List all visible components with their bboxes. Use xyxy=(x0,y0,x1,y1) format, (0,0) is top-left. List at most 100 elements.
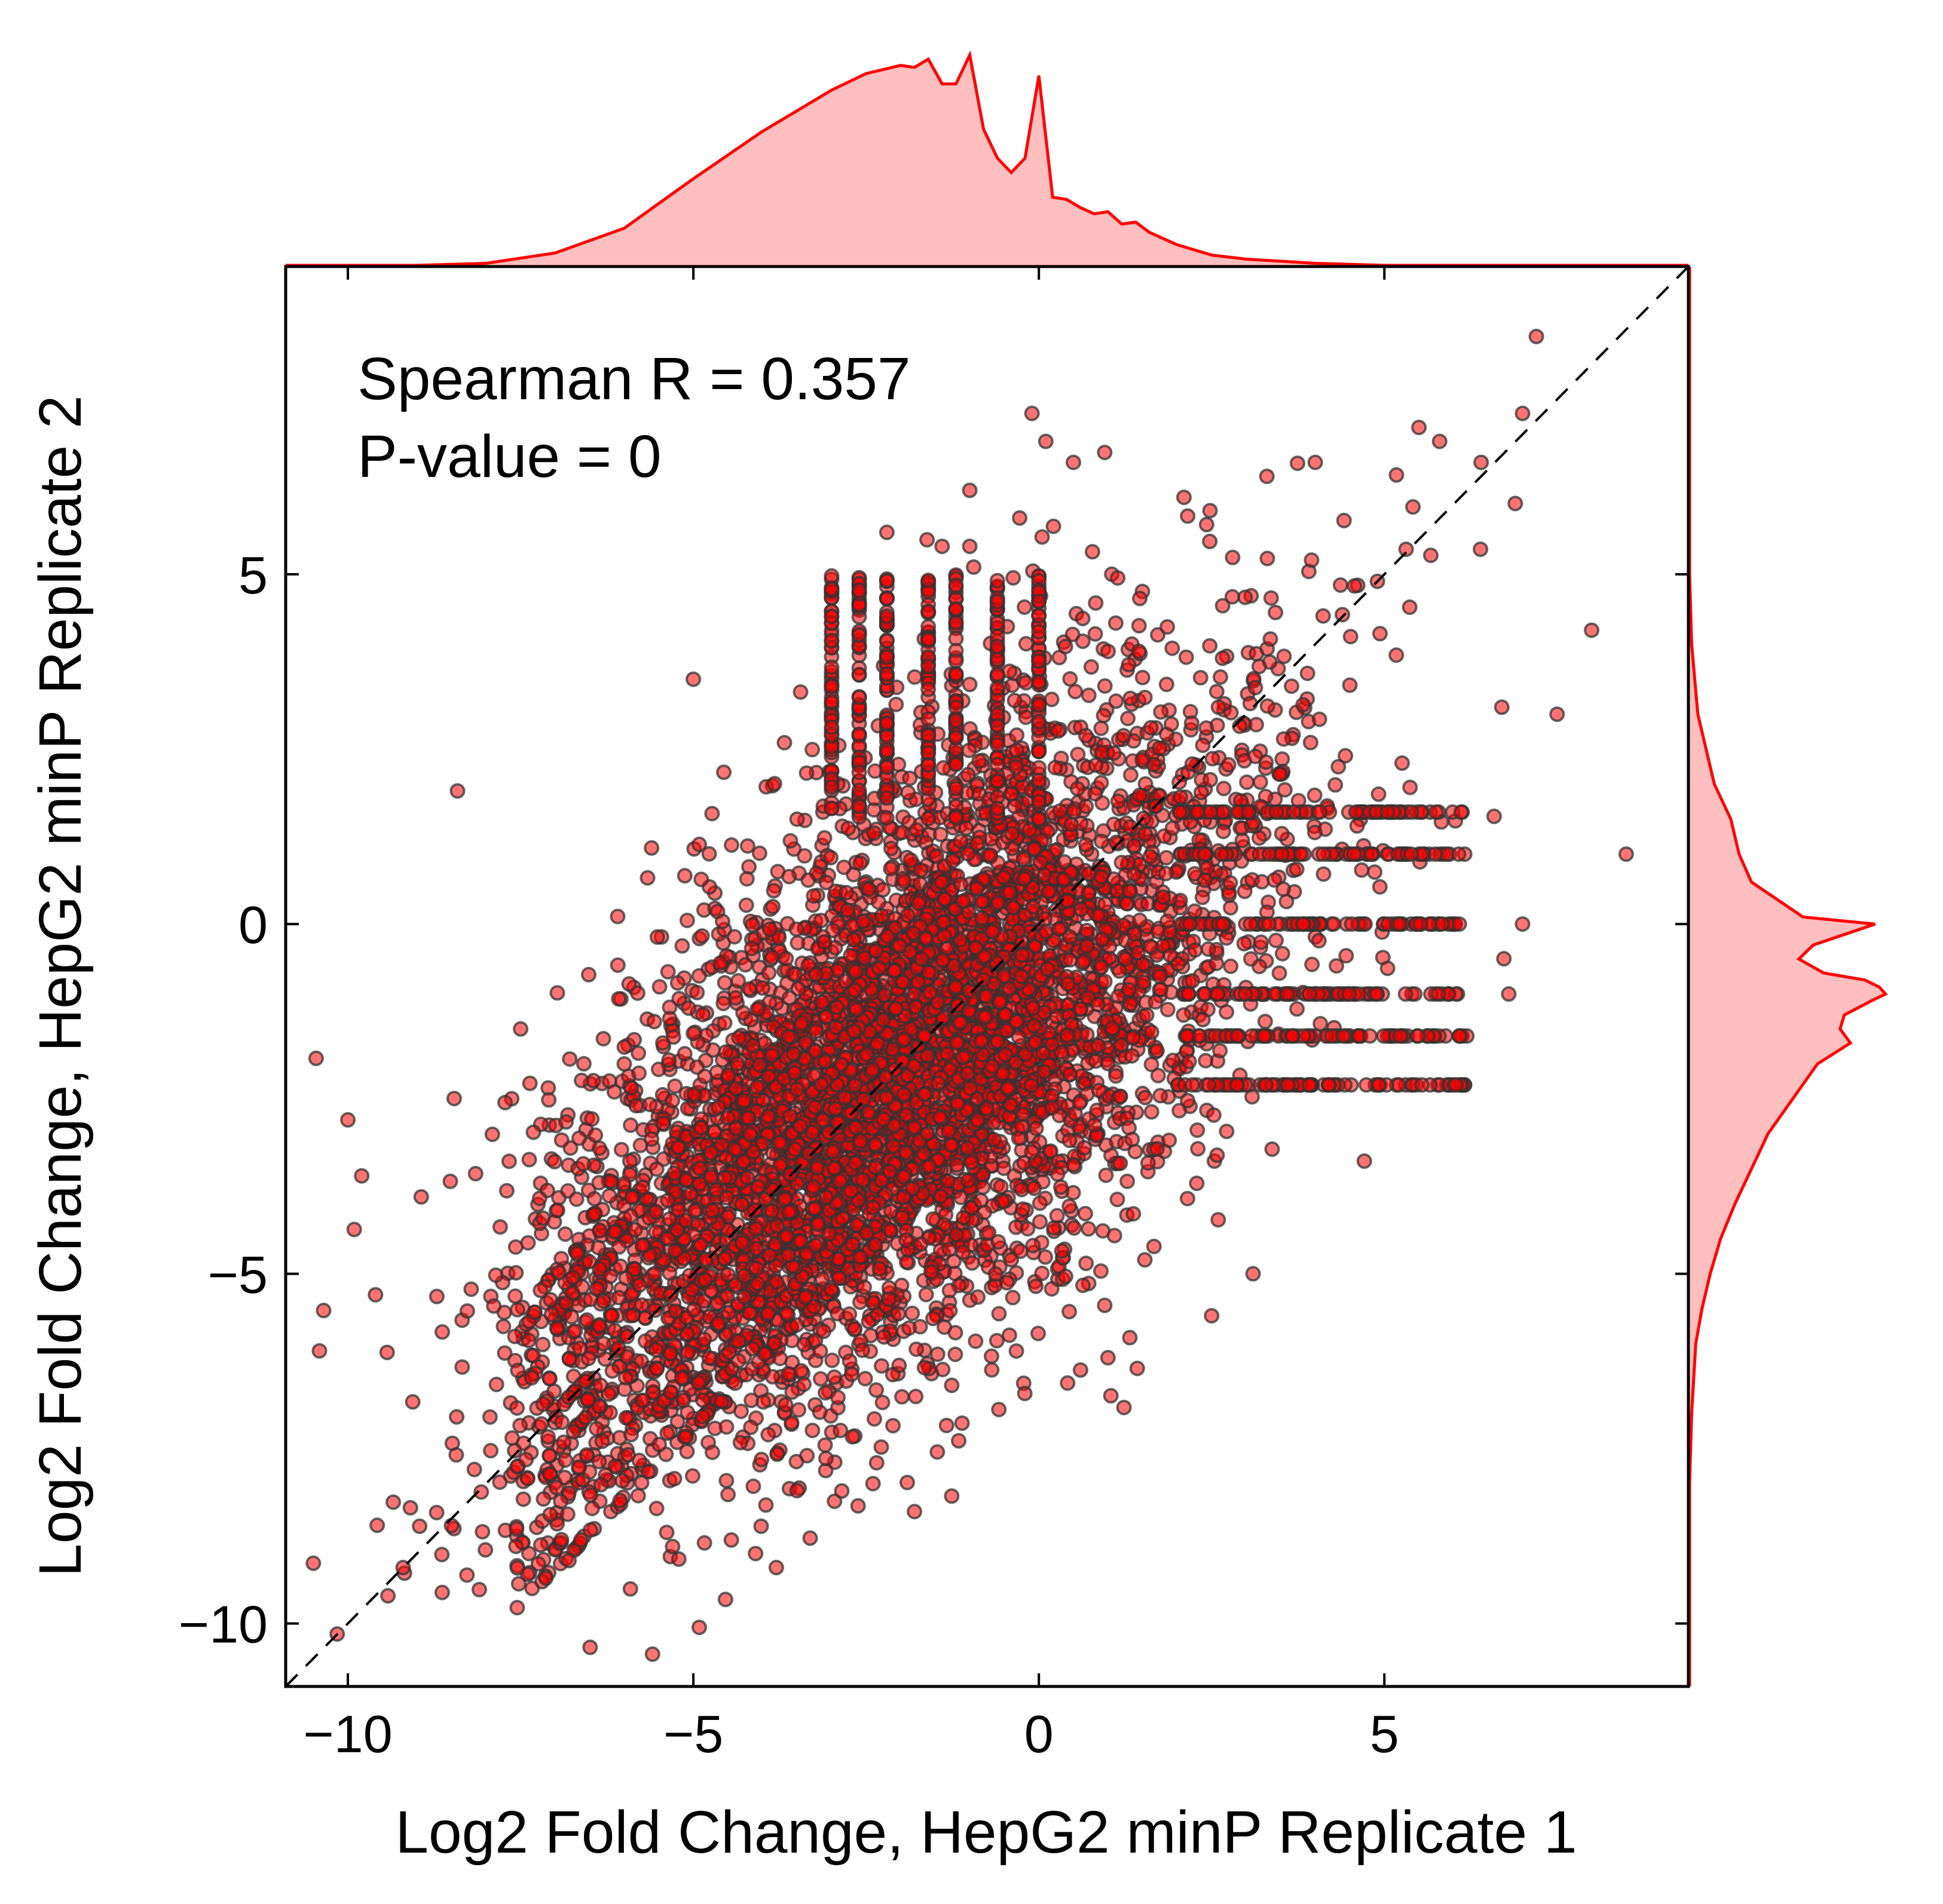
scatter-point xyxy=(901,1320,917,1336)
scatter-point xyxy=(689,984,705,1000)
scatter-point xyxy=(923,1264,939,1280)
scatter-point xyxy=(1078,727,1094,743)
scatter-point xyxy=(1140,1155,1156,1171)
scatter-point xyxy=(1143,720,1159,736)
scatter-point xyxy=(1129,1360,1145,1376)
marginal-x-line xyxy=(286,50,1688,267)
scatter-point xyxy=(472,1581,487,1597)
scatter-point xyxy=(681,1000,697,1016)
scatter-point xyxy=(613,1141,629,1158)
scatter-point xyxy=(944,1378,960,1394)
scatter-point xyxy=(989,1333,1005,1349)
scatter-point xyxy=(812,1404,828,1421)
scatter-point xyxy=(557,1226,573,1242)
scatter-point xyxy=(1388,647,1405,663)
scatter-point xyxy=(874,1358,889,1374)
scatter-point xyxy=(813,913,829,929)
scatter-point xyxy=(945,853,961,869)
scatter-point xyxy=(772,1351,788,1367)
scatter-point xyxy=(1097,1297,1113,1314)
scatter-point xyxy=(586,1206,602,1222)
scatter-point xyxy=(1159,619,1176,635)
scatter-point xyxy=(1210,1212,1226,1228)
scatter-point xyxy=(900,785,916,801)
scatter-point xyxy=(720,1067,736,1083)
scatter-point xyxy=(990,1234,1006,1250)
scatter-point xyxy=(871,894,887,910)
scatter-point xyxy=(1249,717,1264,733)
scatter-point xyxy=(966,559,982,575)
scatter-point xyxy=(712,955,729,971)
scatter-point xyxy=(1087,786,1103,802)
scatter-point xyxy=(1237,589,1253,605)
scatter-point xyxy=(1030,1326,1046,1342)
scatter-point xyxy=(1107,615,1124,631)
scatter-point xyxy=(749,1001,766,1017)
scatter-point xyxy=(1152,1088,1168,1104)
scatter-point xyxy=(522,1075,538,1091)
scatter-point xyxy=(1097,974,1113,990)
scatter-point xyxy=(1307,825,1323,840)
scatter-point xyxy=(1143,1104,1159,1120)
scatter-point xyxy=(1202,503,1218,519)
scatter-point xyxy=(1402,599,1418,615)
scatter-point xyxy=(1122,690,1139,706)
scatter-point xyxy=(651,979,668,995)
scatter-point xyxy=(1208,684,1225,700)
scatter-point xyxy=(1018,709,1034,726)
scatter-point xyxy=(1289,1001,1305,1017)
scatter-point xyxy=(1209,1147,1225,1163)
scatter-point xyxy=(1125,1030,1141,1046)
scatter-point xyxy=(1132,913,1148,928)
scatter-point xyxy=(1304,956,1320,972)
scatter-point xyxy=(495,1318,512,1334)
scatter-point xyxy=(1194,889,1210,905)
scatter-point xyxy=(857,1370,873,1386)
scatter-point xyxy=(1198,720,1214,736)
scatter-point xyxy=(1290,455,1305,472)
scatter-point xyxy=(1198,516,1214,532)
scatter-point xyxy=(843,948,859,963)
scatter-point xyxy=(727,990,743,1006)
scatter-point xyxy=(1263,590,1279,606)
scatter-point xyxy=(602,1173,619,1189)
scatter-point xyxy=(1059,1027,1075,1043)
scatter-point xyxy=(1299,665,1315,681)
scatter-point xyxy=(466,1461,482,1477)
scatter-point xyxy=(942,1303,958,1319)
scatter-point xyxy=(449,1409,465,1425)
scatter-point xyxy=(1009,727,1025,743)
scatter-point xyxy=(1132,787,1148,803)
scatter-point xyxy=(1342,629,1358,645)
scatter-point xyxy=(588,1127,604,1143)
scatter-point xyxy=(1093,720,1109,736)
scatter-point xyxy=(1088,757,1104,773)
scatter-point xyxy=(644,840,660,856)
scatter-point xyxy=(885,1418,901,1434)
scatter-point xyxy=(1020,1221,1036,1237)
scatter-point xyxy=(1120,711,1136,727)
scatter-point xyxy=(1214,650,1231,666)
scatter-point xyxy=(1264,1141,1280,1157)
scatter-point xyxy=(1143,1024,1159,1040)
scatter-point xyxy=(1119,1173,1136,1189)
scatter-point xyxy=(908,822,925,838)
scatter-point xyxy=(817,1437,833,1453)
scatter-point xyxy=(631,1045,647,1061)
scatter-point xyxy=(1052,803,1068,819)
scatter-point xyxy=(1097,678,1113,694)
scatter-point xyxy=(1223,958,1239,974)
scatter-point xyxy=(686,1086,702,1102)
scatter-point xyxy=(844,1429,861,1445)
scatter-point xyxy=(784,1415,800,1431)
scatter-point xyxy=(798,765,815,781)
scatter-point xyxy=(1496,951,1512,967)
scatter-point xyxy=(874,1394,891,1410)
scatter-point xyxy=(718,1473,735,1489)
scatter-point xyxy=(1222,875,1238,891)
scatter-point xyxy=(946,1253,962,1269)
scatter-point xyxy=(840,902,856,919)
scatter-point xyxy=(738,957,754,973)
scatter-point xyxy=(1153,704,1169,720)
scatter-point xyxy=(1057,638,1073,654)
